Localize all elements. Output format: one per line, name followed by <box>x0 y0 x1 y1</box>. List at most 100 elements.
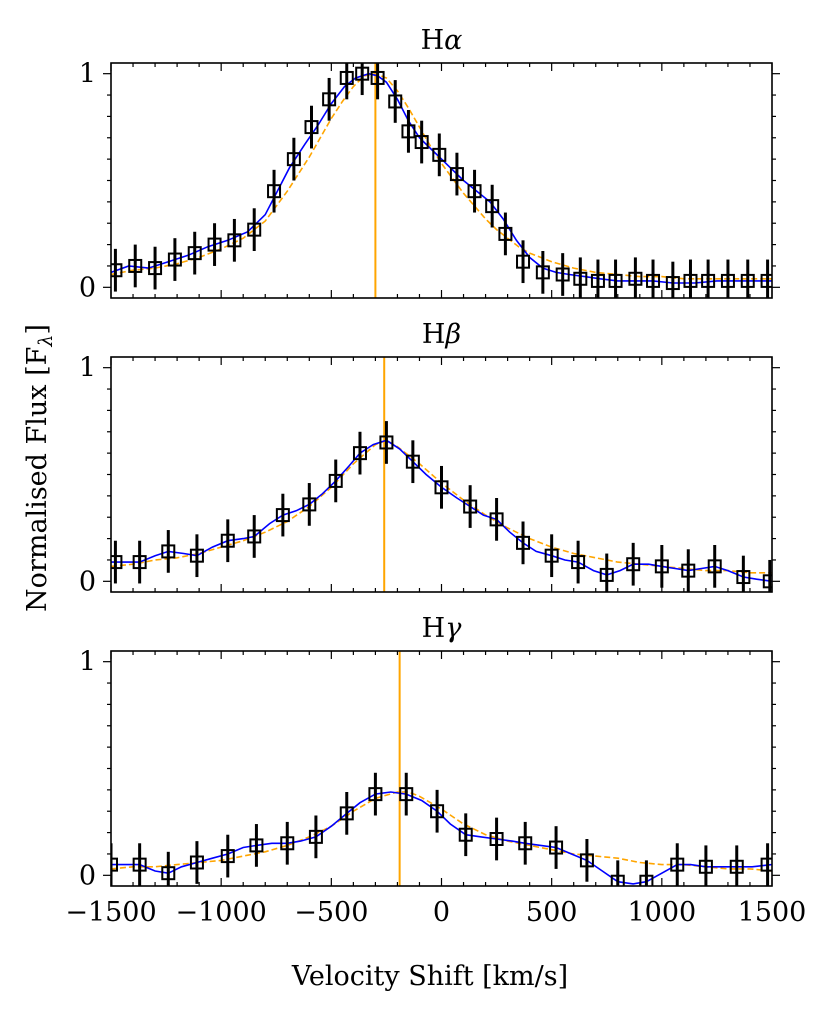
panel-title-base: H <box>422 319 446 350</box>
panels: 0 1 Hα 0 1 Hβ 0 1 −1500 −1000 −500 0 500 1000 1500 Hγ <box>65 25 806 928</box>
x-tick-label: −1500 <box>65 897 156 928</box>
panel-title-greek: β <box>444 319 461 350</box>
data-point <box>322 92 337 107</box>
data-point <box>665 276 680 291</box>
data-point <box>535 265 550 280</box>
data-point <box>740 273 755 288</box>
data-point <box>132 857 147 872</box>
data-point <box>189 855 204 870</box>
data-point <box>628 271 643 286</box>
data-point <box>729 859 744 874</box>
data-point <box>720 273 735 288</box>
x-tick-label: 0 <box>433 897 450 928</box>
model-curve <box>111 439 772 583</box>
data-point <box>111 555 123 570</box>
data-point <box>286 152 301 167</box>
data-point <box>579 853 594 868</box>
data-point <box>132 555 147 570</box>
data-point <box>161 866 176 881</box>
model-curve <box>111 72 772 284</box>
data-point <box>467 184 482 199</box>
x-tick-label: −500 <box>294 897 368 928</box>
data-point <box>458 827 473 842</box>
fit-curve <box>111 791 772 872</box>
data-point <box>544 548 559 563</box>
x-tick-label: −1000 <box>175 897 266 928</box>
plot-area <box>111 651 772 886</box>
data-point <box>267 184 282 199</box>
panel-title-greek: γ <box>445 613 462 644</box>
data-point <box>368 787 383 802</box>
plot-area <box>111 63 772 298</box>
x-tick-label: 1000 <box>627 897 696 928</box>
panel-title-base: H <box>421 25 445 56</box>
data-point <box>707 559 722 574</box>
panel-3: 0 1 −1500 −1000 −500 0 500 1000 1500 Hγ <box>65 613 806 928</box>
data-point <box>610 874 625 886</box>
panel-1: 0 1 Hα <box>79 25 780 303</box>
data-point <box>328 473 343 488</box>
data-point <box>646 273 661 288</box>
data-point <box>401 124 416 139</box>
data-point <box>247 222 262 237</box>
data-point <box>355 66 370 81</box>
data-point <box>207 237 222 252</box>
data-point <box>128 258 143 273</box>
data-point <box>167 252 182 267</box>
y-tick-label: 0 <box>79 566 96 597</box>
data-point <box>590 273 605 288</box>
data-point <box>449 167 464 182</box>
data-point <box>275 508 290 523</box>
data-point <box>670 857 685 872</box>
y-axis-label-subscript: λ <box>35 335 57 348</box>
y-tick-label: 1 <box>79 59 96 90</box>
data-point <box>434 480 449 495</box>
data-point <box>370 70 385 85</box>
y-tick-label: 1 <box>79 647 96 678</box>
data-point <box>498 226 513 241</box>
y-tick-label: 1 <box>79 353 96 384</box>
data-point <box>187 246 202 261</box>
panel-frame <box>110 650 773 887</box>
data-point <box>249 838 264 853</box>
data-point <box>549 840 564 855</box>
data-point <box>308 829 323 844</box>
data-point <box>388 94 403 109</box>
data-point <box>762 574 772 589</box>
data-point <box>227 233 242 248</box>
data-point <box>463 499 478 514</box>
data-point <box>489 512 504 527</box>
data-point <box>432 147 447 162</box>
data-point <box>698 859 713 874</box>
data-point <box>639 874 654 886</box>
x-tick-label: 1500 <box>738 897 807 928</box>
panel-title-base: H <box>422 613 446 644</box>
data-point <box>339 70 354 85</box>
data-point <box>379 435 394 450</box>
data-point <box>111 857 118 872</box>
data-point <box>339 806 354 821</box>
data-point <box>518 836 533 851</box>
data-point <box>148 261 163 276</box>
data-point <box>304 120 319 135</box>
data-point <box>247 529 262 544</box>
data-point <box>189 548 204 563</box>
x-tick-label: 500 <box>526 897 578 928</box>
panel-title: Hβ <box>422 319 461 350</box>
data-point <box>220 533 235 548</box>
y-tick-label: 0 <box>79 272 96 303</box>
fit-curve <box>111 72 772 280</box>
y-axis-label: Normalised Flux [Fλ] <box>22 324 57 612</box>
data-point <box>111 263 123 278</box>
data-point <box>599 567 614 582</box>
panel-2: 0 1 Hβ <box>79 319 780 597</box>
plot-area <box>111 357 772 592</box>
data-point <box>489 832 504 846</box>
data-point <box>573 271 588 286</box>
data-point <box>571 555 586 570</box>
data-point <box>516 254 531 269</box>
panel-title-greek: α <box>444 25 462 56</box>
data-point <box>405 454 420 469</box>
x-axis-label: Velocity Shift [km/s] <box>291 961 568 992</box>
data-point <box>736 570 751 585</box>
